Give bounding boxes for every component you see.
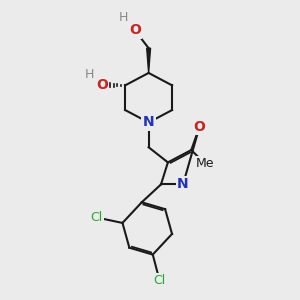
Text: Cl: Cl: [90, 211, 103, 224]
Text: O: O: [96, 78, 108, 92]
Text: Cl: Cl: [154, 274, 166, 287]
Text: H: H: [119, 11, 128, 24]
Text: N: N: [143, 116, 154, 130]
Text: H: H: [85, 68, 94, 81]
Text: N: N: [177, 177, 189, 191]
Text: O: O: [194, 120, 206, 134]
Polygon shape: [147, 48, 151, 73]
Text: O: O: [129, 23, 141, 37]
Text: Me: Me: [196, 157, 214, 170]
